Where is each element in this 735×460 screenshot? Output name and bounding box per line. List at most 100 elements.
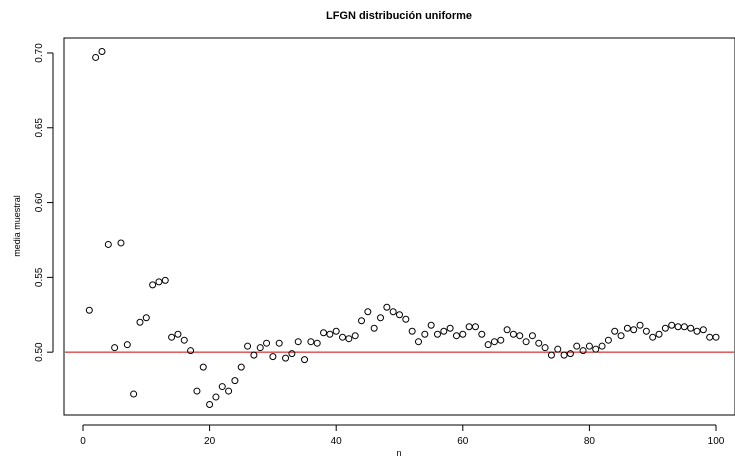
data-point bbox=[326, 330, 334, 338]
data-point bbox=[332, 327, 340, 335]
data-point bbox=[433, 330, 441, 338]
data-point bbox=[636, 321, 644, 329]
data-point bbox=[503, 326, 511, 334]
data-point bbox=[541, 344, 549, 352]
data-point bbox=[358, 317, 366, 325]
data-point bbox=[642, 327, 650, 335]
data-point bbox=[674, 323, 682, 331]
y-tick-label: 0.65 bbox=[34, 118, 45, 138]
data-point bbox=[180, 336, 188, 344]
data-point bbox=[142, 314, 150, 322]
data-point bbox=[459, 330, 467, 338]
data-point bbox=[604, 336, 612, 344]
data-point bbox=[174, 330, 182, 338]
data-points bbox=[85, 47, 720, 409]
data-point bbox=[282, 354, 290, 362]
data-point bbox=[136, 318, 144, 326]
data-point bbox=[547, 351, 555, 359]
data-point bbox=[516, 332, 524, 340]
data-point bbox=[377, 314, 385, 322]
data-point bbox=[402, 315, 410, 323]
data-point bbox=[263, 339, 271, 347]
chart-title: LFGN distribución uniforme bbox=[326, 10, 472, 22]
data-point bbox=[471, 323, 479, 331]
data-point bbox=[231, 377, 239, 385]
data-point bbox=[193, 387, 201, 395]
data-point bbox=[465, 323, 473, 331]
data-point bbox=[161, 276, 169, 284]
y-tick-label: 0.70 bbox=[34, 43, 45, 63]
x-tick-label: 80 bbox=[584, 436, 596, 447]
data-point bbox=[294, 338, 302, 346]
data-point bbox=[573, 342, 581, 350]
data-point bbox=[104, 240, 112, 248]
data-point bbox=[528, 332, 536, 340]
data-point bbox=[427, 321, 435, 329]
data-point bbox=[706, 333, 714, 341]
data-point bbox=[592, 345, 600, 353]
data-point bbox=[712, 333, 720, 341]
data-point bbox=[617, 332, 625, 340]
data-point bbox=[288, 350, 296, 358]
data-point bbox=[155, 278, 163, 286]
plot-area-border bbox=[63, 37, 735, 416]
x-tick-label: 40 bbox=[331, 436, 343, 447]
data-point bbox=[421, 330, 429, 338]
data-point bbox=[307, 338, 315, 346]
data-point bbox=[585, 342, 593, 350]
x-axis-label: n bbox=[396, 448, 401, 458]
data-point bbox=[98, 47, 106, 55]
y-tick-label: 0.60 bbox=[34, 192, 45, 212]
data-point bbox=[225, 387, 233, 395]
x-tick-label: 0 bbox=[80, 436, 86, 447]
x-axis: 0 20 40 60 80 100 bbox=[80, 424, 725, 447]
x-tick-label: 60 bbox=[457, 436, 469, 447]
data-point bbox=[446, 324, 454, 332]
data-point bbox=[111, 344, 119, 352]
data-point bbox=[320, 329, 328, 337]
data-point bbox=[345, 335, 353, 343]
y-axis-label: media muestral bbox=[12, 195, 22, 257]
data-point bbox=[440, 327, 448, 335]
data-point bbox=[478, 330, 486, 338]
data-point bbox=[212, 393, 220, 401]
data-point bbox=[85, 306, 93, 314]
data-point bbox=[598, 342, 606, 350]
data-point bbox=[370, 324, 378, 332]
x-tick-label: 20 bbox=[204, 436, 216, 447]
data-point bbox=[123, 341, 131, 349]
data-point bbox=[339, 333, 347, 341]
data-point bbox=[693, 327, 701, 335]
data-point bbox=[408, 327, 416, 335]
data-point bbox=[364, 308, 372, 316]
data-point bbox=[611, 327, 619, 335]
data-point bbox=[269, 353, 277, 361]
data-point bbox=[244, 342, 252, 350]
data-point bbox=[313, 339, 321, 347]
data-point bbox=[535, 339, 543, 347]
data-point bbox=[649, 333, 657, 341]
y-axis: 0.50 0.55 0.60 0.65 0.70 bbox=[34, 43, 54, 362]
data-point bbox=[661, 324, 669, 332]
data-point bbox=[554, 345, 562, 353]
data-point bbox=[389, 308, 397, 316]
data-point bbox=[509, 330, 517, 338]
data-point bbox=[92, 53, 100, 61]
data-point bbox=[275, 339, 283, 347]
data-point bbox=[130, 390, 138, 398]
data-point bbox=[237, 363, 245, 371]
data-point bbox=[187, 347, 195, 355]
data-point bbox=[484, 341, 492, 349]
data-point bbox=[256, 344, 264, 352]
data-point bbox=[396, 311, 403, 319]
data-point bbox=[497, 336, 505, 344]
data-point bbox=[699, 326, 707, 334]
data-point bbox=[655, 330, 663, 338]
data-point bbox=[301, 356, 309, 364]
data-point bbox=[623, 324, 631, 332]
y-tick-label: 0.55 bbox=[34, 267, 45, 287]
data-point bbox=[687, 324, 695, 332]
data-point bbox=[383, 303, 391, 311]
data-point bbox=[149, 281, 157, 289]
data-point bbox=[351, 332, 359, 340]
